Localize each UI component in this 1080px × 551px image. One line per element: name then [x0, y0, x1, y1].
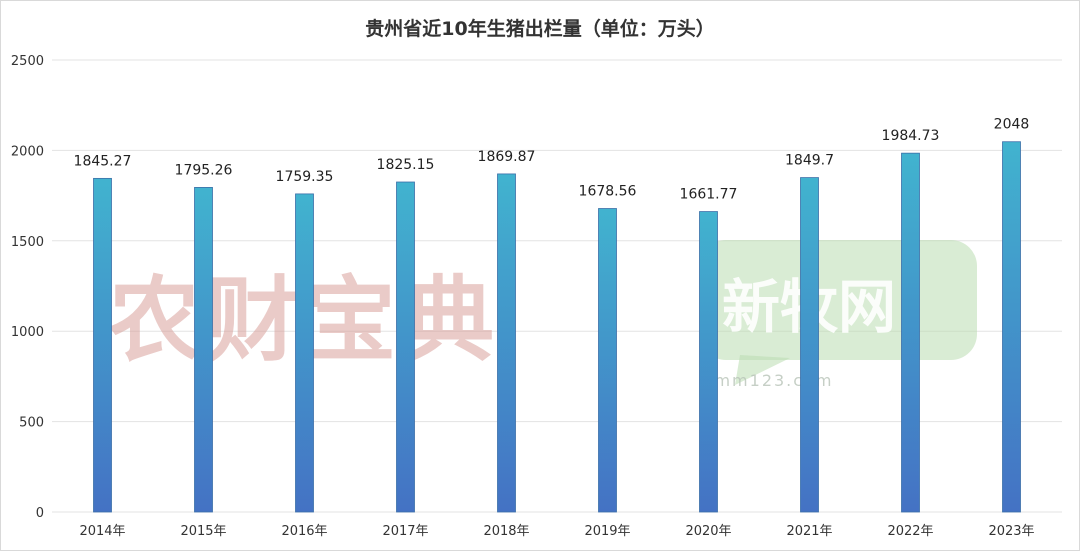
- bar-2023年: [1002, 141, 1021, 513]
- x-tick-label: 2019年: [584, 524, 630, 539]
- bar-2020年: [699, 211, 718, 513]
- bar-2015年: [194, 187, 213, 513]
- data-label: 1678.56: [579, 184, 637, 200]
- data-label: 1849.7: [785, 153, 834, 169]
- y-tick-label: 2000: [11, 144, 44, 159]
- bar-2018年: [497, 173, 516, 513]
- bars: [93, 141, 1021, 513]
- chart-title: 贵州省近10年生猪出栏量（单位：万头）: [365, 18, 715, 40]
- bar-2016年: [295, 193, 314, 513]
- bar-2014年: [93, 177, 112, 513]
- data-label: 1984.73: [882, 128, 940, 144]
- bar-2021年: [800, 177, 819, 513]
- x-tick-label: 2021年: [786, 524, 832, 539]
- y-tick-label: 2500: [11, 54, 44, 69]
- bar-2019年: [598, 208, 617, 513]
- x-tick-label: 2015年: [180, 524, 226, 539]
- data-label: 1825.15: [377, 157, 435, 173]
- y-tick-label: 1000: [11, 325, 44, 340]
- data-label: 1759.35: [276, 169, 334, 185]
- y-tick-label: 0: [36, 506, 44, 521]
- x-tick-label: 2014年: [79, 524, 125, 539]
- watermark-url: xmm123.com: [703, 371, 833, 390]
- x-tick-label: 2022年: [887, 524, 933, 539]
- watermark-layer: 农财宝典 新牧网 xmm123.com: [108, 240, 977, 390]
- x-tick-label: 2016年: [281, 524, 327, 539]
- bar-2017年: [396, 181, 415, 513]
- x-tick-label: 2017年: [382, 524, 428, 539]
- x-axis-ticks: 2014年 2015年 2016年 2017年 2018年 2019年 2020年 2021年…: [79, 524, 1034, 539]
- x-tick-label: 2020年: [685, 524, 731, 539]
- data-label: 1845.27: [74, 153, 132, 169]
- y-tick-label: 1500: [11, 235, 44, 250]
- data-label: 2048: [994, 117, 1030, 133]
- data-label: 1869.87: [478, 149, 536, 165]
- data-label: 1661.77: [680, 187, 738, 203]
- x-tick-label: 2018年: [483, 524, 529, 539]
- watermark-logo-tail: [735, 355, 790, 385]
- y-axis-ticks: 0 500 1000 1500 2000 2500: [11, 54, 44, 521]
- bar-2022年: [901, 152, 920, 513]
- y-tick-label: 500: [19, 416, 44, 431]
- data-label: 1795.26: [175, 162, 233, 178]
- data-labels: 1845.27 1795.26 1759.35 1825.15 1869.87 1678.…: [74, 117, 1030, 203]
- x-tick-label: 2023年: [988, 524, 1034, 539]
